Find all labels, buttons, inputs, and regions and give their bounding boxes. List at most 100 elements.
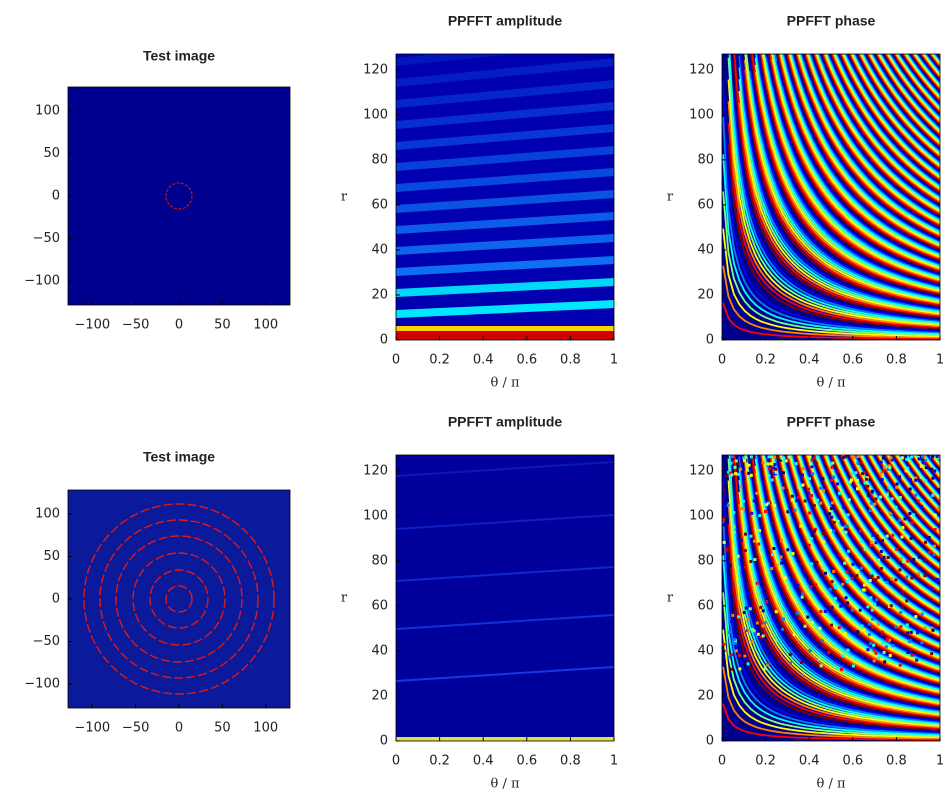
fringe xyxy=(830,455,940,595)
noise xyxy=(821,531,825,535)
noise xyxy=(870,541,874,545)
noise xyxy=(884,645,888,649)
noise xyxy=(881,456,885,460)
fringe xyxy=(804,54,940,226)
fringe xyxy=(739,54,940,310)
noise xyxy=(859,529,863,533)
fringe xyxy=(812,54,940,216)
y-tick-label: 60 xyxy=(371,197,388,212)
fringe xyxy=(771,58,940,271)
noise xyxy=(759,635,763,639)
noise xyxy=(752,629,756,633)
fringe xyxy=(749,78,940,301)
noise xyxy=(767,455,771,459)
noise xyxy=(908,487,912,491)
noise xyxy=(788,652,792,656)
noise xyxy=(763,621,767,625)
noise xyxy=(869,560,873,564)
noise xyxy=(923,559,927,563)
noise xyxy=(727,630,731,634)
fringe xyxy=(785,54,940,250)
noise xyxy=(727,470,731,474)
noise xyxy=(846,513,850,517)
noise xyxy=(734,641,738,645)
noise xyxy=(810,465,814,469)
noise xyxy=(874,578,878,582)
noise xyxy=(882,555,886,559)
noise xyxy=(795,499,799,503)
y-tick-label: 100 xyxy=(363,107,388,122)
noise xyxy=(730,455,734,459)
noise xyxy=(921,460,925,464)
x-tick-label: 0 xyxy=(392,353,400,368)
noise xyxy=(832,529,836,533)
noise xyxy=(906,559,910,563)
noise xyxy=(832,475,836,479)
fringe xyxy=(829,455,940,596)
noise xyxy=(749,534,753,538)
noise xyxy=(898,518,902,522)
noise xyxy=(879,549,883,553)
noise xyxy=(933,528,937,532)
noise xyxy=(819,610,823,614)
noise xyxy=(845,579,849,583)
noise xyxy=(833,583,837,587)
noise xyxy=(807,487,811,491)
noise xyxy=(873,602,877,606)
fringe xyxy=(797,54,940,235)
fringe xyxy=(825,455,940,601)
noise xyxy=(843,525,847,529)
noise xyxy=(760,548,764,552)
fringe xyxy=(772,54,940,268)
noise xyxy=(922,455,926,459)
noise xyxy=(850,472,854,476)
noise xyxy=(928,551,932,555)
noise xyxy=(822,540,826,544)
fringe xyxy=(732,94,940,321)
noise xyxy=(821,566,825,570)
ring xyxy=(165,182,193,210)
fringe xyxy=(772,455,940,669)
noise xyxy=(811,534,815,538)
x-axis-label: θ / π xyxy=(490,376,519,391)
noise xyxy=(873,502,877,506)
noise xyxy=(887,638,891,642)
x-axis-label: θ / π xyxy=(490,777,519,792)
fringe xyxy=(840,455,940,582)
y-tick-label: 60 xyxy=(697,598,714,613)
noise xyxy=(729,471,733,475)
noise xyxy=(894,625,898,629)
fringe xyxy=(776,456,940,664)
fringe xyxy=(828,54,940,196)
fringe xyxy=(807,455,940,624)
fringe xyxy=(773,54,940,267)
noise xyxy=(891,644,895,648)
noise xyxy=(830,501,834,505)
fringe xyxy=(846,54,940,173)
fringe xyxy=(755,54,940,290)
x-tick-label: 100 xyxy=(253,318,278,333)
noise xyxy=(837,626,841,630)
y-tick-label: 80 xyxy=(697,152,714,167)
fringe xyxy=(874,54,940,137)
fringe xyxy=(935,39,940,46)
noise xyxy=(920,544,924,548)
noise xyxy=(810,494,814,498)
noise xyxy=(765,503,769,507)
fringe xyxy=(935,437,940,444)
fringe xyxy=(743,460,940,706)
noise xyxy=(792,633,796,637)
band xyxy=(396,190,614,213)
noise xyxy=(919,464,923,468)
fringe xyxy=(754,64,940,292)
noise xyxy=(730,620,734,624)
x-tick-label: −50 xyxy=(122,318,149,333)
fringe xyxy=(722,666,940,740)
ring xyxy=(149,569,209,629)
fringe xyxy=(834,54,940,189)
noise xyxy=(879,554,883,558)
fringe xyxy=(749,70,940,300)
noise xyxy=(741,499,745,503)
band xyxy=(396,300,614,318)
noise xyxy=(851,455,855,459)
